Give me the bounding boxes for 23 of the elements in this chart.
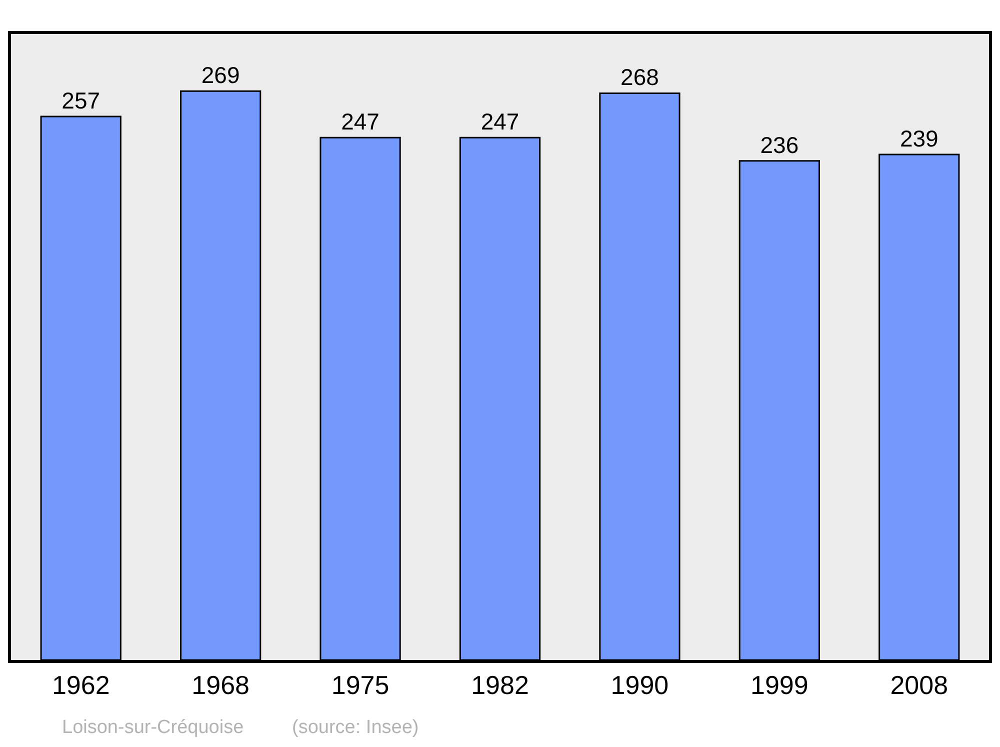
bar [459, 136, 541, 660]
x-tick-label: 1999 [750, 670, 808, 700]
bar [738, 160, 820, 660]
bar [599, 92, 680, 660]
text: (source: Insee) [292, 717, 419, 738]
bar [878, 154, 960, 660]
data-label: 257 [62, 87, 100, 114]
x-tick-label: 1968 [192, 670, 250, 700]
bar [40, 116, 122, 660]
bar [320, 136, 401, 660]
data-label: 236 [760, 132, 799, 158]
data-label: 247 [341, 108, 380, 135]
x-tick-label: 2008 [890, 670, 948, 700]
data-label: 239 [900, 126, 938, 152]
data-label: 269 [201, 62, 240, 88]
x-tick-label: 1990 [610, 670, 669, 700]
data-label: 268 [620, 64, 659, 90]
data-label: 247 [480, 108, 520, 135]
x-tick-label: 1982 [471, 670, 529, 700]
text: Loison-sur-Créquoise [62, 717, 244, 738]
x-tick-label: 1975 [331, 670, 390, 700]
bar [180, 90, 262, 660]
x-tick-label: 1962 [52, 670, 110, 700]
